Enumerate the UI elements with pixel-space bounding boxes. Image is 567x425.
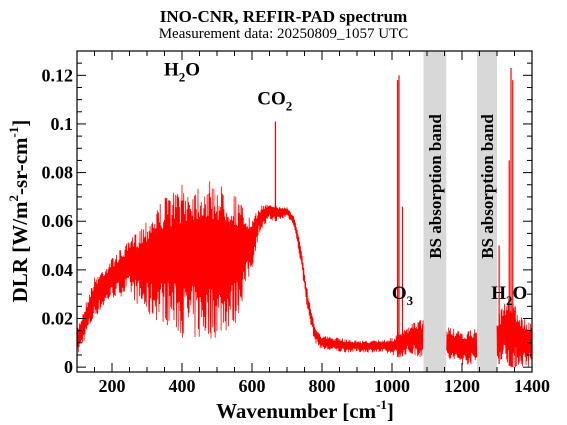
y-tick-label: 0.02: [42, 309, 74, 329]
plot-axes: [76, 50, 533, 373]
absorption-bands: BS absorption band BS absorption band: [423, 51, 497, 372]
y-tick-label: 0: [64, 357, 73, 377]
molecule-label-2: CO2: [257, 89, 292, 114]
tick-labels: 200 400 600 800 1000 1200 1400 0 0.02 0.04 0.06 0.0…: [42, 65, 551, 396]
chart-subtitle: Measurement data: 20250809_1057 UTC: [158, 26, 409, 42]
y-axis-label: DLR [W/m2-sr-cm-1]: [6, 120, 32, 303]
y-tick-label: 0.04: [42, 260, 74, 280]
band-label-2: BS absorption band: [478, 114, 497, 259]
x-tick-label: 1000: [374, 376, 410, 396]
x-tick-label: 400: [169, 376, 196, 396]
chart-title: INO-CNR, REFIR-PAD spectrum: [159, 7, 408, 26]
x-tick-label: 1400: [514, 376, 550, 396]
molecule-label-1: H2O: [164, 59, 200, 84]
x-tick-label: 800: [309, 376, 336, 396]
y-tick-label: 0.08: [42, 163, 74, 183]
x-tick-label: 1200: [444, 376, 480, 396]
x-tick-label: 600: [239, 376, 266, 396]
y-tick-label: 0.1: [51, 114, 74, 134]
spectrum-series: [76, 68, 533, 368]
absorption-band-1: [423, 51, 447, 372]
y-tick-label: 0.06: [42, 211, 74, 231]
molecule-annotations: H2O CO2 O3 H2O: [164, 59, 527, 308]
molecule-label-4: H2O: [491, 283, 527, 308]
absorption-band-2: [477, 51, 497, 372]
plot-frame: [76, 50, 533, 373]
x-axis-label: Wavenumber [cm-1]: [216, 397, 394, 423]
y-tick-label: 0.12: [42, 65, 74, 85]
x-tick-label: 200: [99, 376, 126, 396]
spectrum-line: [76, 181, 533, 367]
band-label-1: BS absorption band: [426, 114, 445, 259]
molecule-label-3: O3: [392, 283, 414, 308]
